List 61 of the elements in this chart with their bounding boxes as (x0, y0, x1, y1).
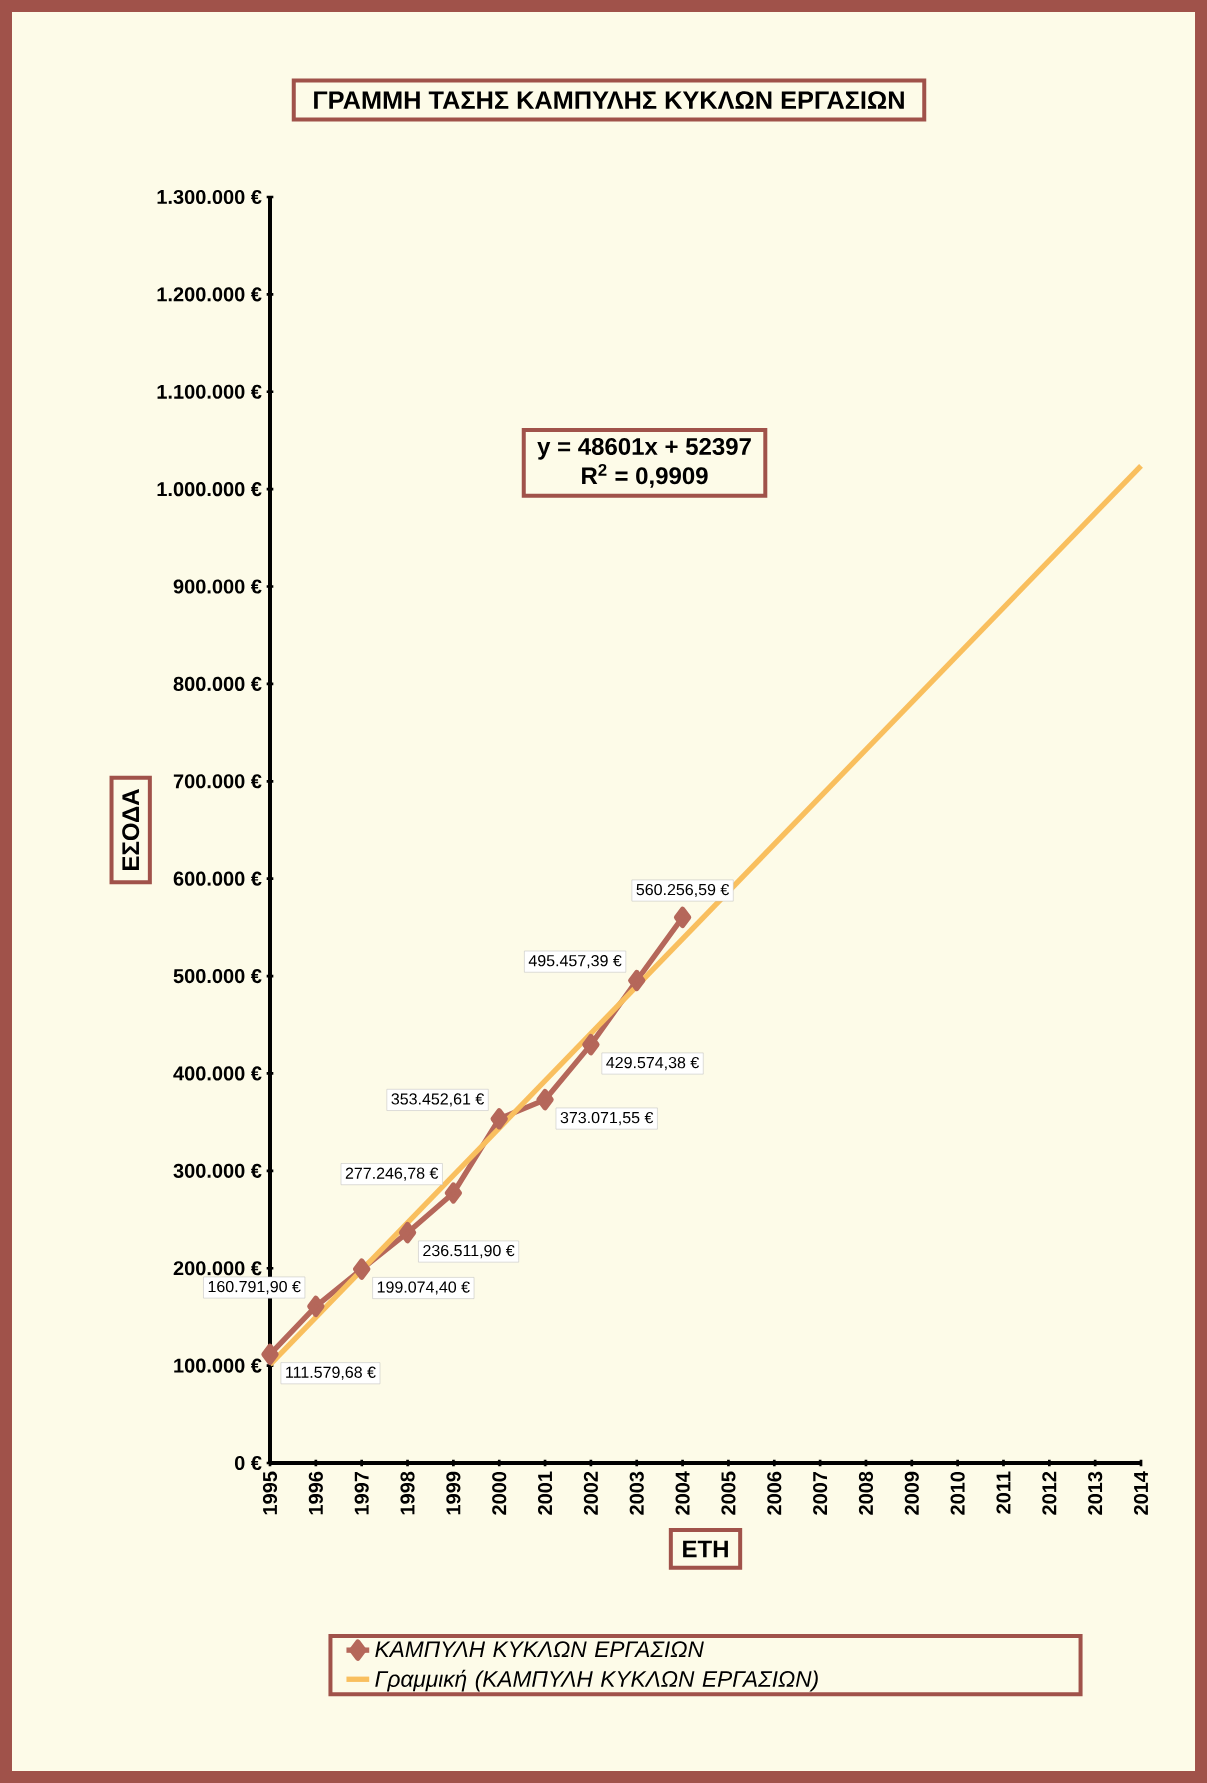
y-tick-label: 1.100.000 € (157, 384, 262, 399)
x-tick-label: 2011 (996, 1471, 1011, 1514)
data-label: 199.074,40 € (377, 1281, 470, 1295)
point (582, 1033, 600, 1056)
y-tick-label: 300.000 € (173, 1163, 262, 1178)
x-tick-label: 1999 (446, 1471, 461, 1515)
point (444, 1182, 463, 1204)
legend-label: ΚΑΜΠΥΛΗ ΚΥΚΛΩΝ ΕΡΓΑΣΙΩΝ (375, 1641, 704, 1658)
x-tick-label: 2007 (813, 1471, 828, 1515)
legend-label: Γραμμική (ΚΑΜΠΥΛΗ ΚΥΚΛΩΝ ΕΡΓΑΣΙΩΝ) (375, 1669, 818, 1692)
data-label: 373.071,55 € (560, 1111, 654, 1126)
x-tick-label: 2010 (950, 1471, 965, 1515)
point (307, 1295, 325, 1318)
data-label: 111.579,68 € (286, 1366, 376, 1380)
x-tick-label: 2008 (858, 1471, 874, 1515)
y-axis-title: ΕΣΟΔΑ (122, 789, 140, 870)
y-tick-label: 100.000 € (174, 1358, 262, 1373)
annotation: y = 48601x + 52397 (537, 437, 751, 460)
x-axis-title: ΕΤΗ (683, 1540, 728, 1558)
data-label: 429.574,38 € (606, 1056, 700, 1071)
x-tick-label: 2013 (1088, 1471, 1103, 1515)
point (490, 1108, 508, 1130)
y-tick-label: 1.200.000 € (157, 287, 262, 302)
y-tick-label: 500.000 € (173, 968, 262, 984)
y-tick-label: 800.000 € (173, 676, 262, 691)
x-tick-label: 2014 (1133, 1471, 1149, 1515)
x-tick-label: 1996 (308, 1471, 323, 1515)
y-tick-label: 600.000 € (173, 871, 262, 886)
y-tick-label: 200.000 € (173, 1261, 262, 1276)
x-tick-label: 1995 (262, 1471, 278, 1515)
x-tick-label: 2009 (904, 1471, 919, 1515)
y-tick-label: 900.000 € (173, 579, 262, 594)
x-tick-label: 2005 (721, 1471, 736, 1515)
x-tick-label: 2001 (537, 1471, 553, 1515)
y-tick-label: 0 € (234, 1455, 262, 1471)
data-label: 160.791,90 € (208, 1280, 301, 1295)
annotation: R$^{2}$ = 0,9909 (582, 463, 708, 488)
x-tick-label: 2012 (1042, 1471, 1057, 1515)
x-tick-label: 2000 (492, 1471, 507, 1515)
point (261, 1343, 279, 1365)
point (673, 906, 692, 929)
x-tick-label: 2002 (583, 1471, 598, 1515)
y-tick-label: 400.000 € (173, 1066, 262, 1081)
point (353, 1258, 371, 1280)
point (536, 1089, 554, 1111)
x-tick-label: 2004 (675, 1471, 690, 1515)
data-label: 236.511,90 € (423, 1244, 515, 1259)
x-tick-label: 1998 (400, 1471, 415, 1515)
y-tick-label: 1.300.000 € (157, 189, 262, 205)
x-tick-label: 2006 (767, 1471, 782, 1515)
data-label: 560.256,59 € (636, 883, 730, 898)
point (398, 1222, 417, 1244)
x-tick-label: 2003 (629, 1471, 644, 1515)
chart-title: ΓΡΑΜΜΗ ΤΑΣΗΣ ΚΑΜΠΥΛΗΣ ΚΥΚΛΩΝ ΕΡΓΑΣΙΩΝ (314, 91, 904, 109)
point (628, 969, 646, 992)
data-label: 277.246,78 € (345, 1167, 439, 1181)
y-tick-label: 700.000 € (173, 774, 262, 789)
x-tick-label: 1997 (354, 1471, 369, 1515)
y-tick-label: 1.000.000 € (157, 482, 262, 497)
data-label: 353.452,61 € (391, 1093, 485, 1107)
data-label: 495.457,39 € (528, 955, 622, 969)
